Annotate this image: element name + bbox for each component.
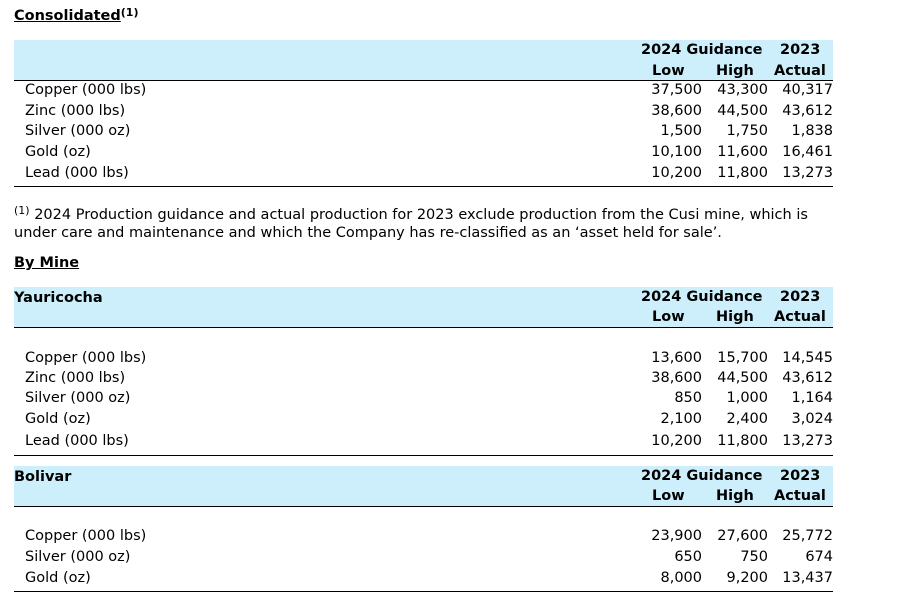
table-row: Lead (000 lbs) 10,200 11,800 13,273 — [14, 165, 833, 185]
table-row: Silver (000 oz) 1,500 1,750 1,838 — [14, 123, 833, 143]
header-guidance: 2024 Guidance — [641, 42, 763, 58]
row-label: Lead (000 lbs) — [25, 165, 129, 181]
value-actual: 14,545 — [782, 350, 833, 366]
header-guidance: 2024 Guidance — [641, 468, 763, 484]
value-low: 2,100 — [660, 411, 702, 427]
table-divider — [14, 186, 833, 187]
value-high: 1,750 — [726, 123, 768, 139]
table-divider — [14, 455, 833, 456]
yauricocha-table: Yauricocha 2024 Guidance 2023 Low High A… — [14, 287, 833, 449]
header-year: 2023 — [780, 289, 821, 305]
value-actual: 13,273 — [782, 433, 833, 449]
value-high: 11,800 — [717, 165, 768, 181]
value-actual: 40,317 — [782, 82, 833, 98]
bolivar-header-band: Bolivar 2024 Guidance 2023 Low High Actu… — [14, 466, 833, 507]
row-label: Silver (000 oz) — [25, 390, 131, 406]
value-high: 15,700 — [717, 350, 768, 366]
consolidated-header-band: 2024 Guidance 2023 Low High Actual — [14, 40, 833, 81]
consolidated-title: Consolidated(1) — [14, 6, 139, 24]
row-label: Silver (000 oz) — [25, 549, 131, 565]
value-high: 27,600 — [717, 528, 768, 544]
value-low: 850 — [674, 390, 702, 406]
row-label: Zinc (000 lbs) — [25, 103, 126, 119]
table-row: Copper (000 lbs) 13,600 15,700 14,545 — [14, 350, 833, 370]
header-high: High — [716, 309, 754, 325]
yauricocha-header-band: Yauricocha 2024 Guidance 2023 Low High A… — [14, 287, 833, 328]
bolivar-table: Bolivar 2024 Guidance 2023 Low High Actu… — [14, 466, 833, 586]
table-row: Lead (000 lbs) 10,200 11,800 13,273 — [14, 433, 833, 453]
header-high: High — [716, 63, 754, 79]
table-row: Zinc (000 lbs) 38,600 44,500 43,612 — [14, 370, 833, 390]
value-high: 750 — [740, 549, 768, 565]
footnote-text: 2024 Production guidance and actual prod… — [14, 207, 808, 241]
value-actual: 13,273 — [782, 165, 833, 181]
consolidated-table: 2024 Guidance 2023 Low High Actual Coppe… — [14, 40, 833, 181]
consolidated-title-text: Consolidated — [14, 8, 121, 24]
by-mine-title: By Mine — [14, 255, 80, 271]
value-low: 650 — [674, 549, 702, 565]
value-high: 9,200 — [726, 570, 768, 586]
value-high: 11,600 — [717, 144, 768, 160]
row-label: Gold (oz) — [25, 144, 91, 160]
value-low: 1,500 — [660, 123, 702, 139]
value-actual: 25,772 — [782, 528, 833, 544]
row-label: Silver (000 oz) — [25, 123, 131, 139]
value-actual: 1,838 — [791, 123, 833, 139]
value-actual: 3,024 — [791, 411, 833, 427]
row-label: Zinc (000 lbs) — [25, 370, 126, 386]
header-low: Low — [652, 309, 685, 325]
table-divider — [14, 591, 833, 592]
table-row: Gold (oz) 2,100 2,400 3,024 — [14, 411, 833, 431]
value-high: 1,000 — [726, 390, 768, 406]
table-row: Gold (oz) 8,000 9,200 13,437 — [14, 570, 833, 590]
header-low: Low — [652, 63, 685, 79]
header-underline — [646, 80, 833, 81]
value-low: 13,600 — [651, 350, 702, 366]
value-low: 38,600 — [651, 103, 702, 119]
row-label: Copper (000 lbs) — [25, 82, 147, 98]
value-actual: 16,461 — [782, 144, 833, 160]
value-low: 23,900 — [651, 528, 702, 544]
value-actual: 1,164 — [791, 390, 833, 406]
table-row: Copper (000 lbs) 37,500 43,300 40,317 — [14, 82, 833, 102]
value-actual: 43,612 — [782, 370, 833, 386]
header-actual: Actual — [774, 309, 826, 325]
row-label: Gold (oz) — [25, 570, 91, 586]
table-row: Copper (000 lbs) 23,900 27,600 25,772 — [14, 528, 833, 548]
value-actual: 43,612 — [782, 103, 833, 119]
footnote-marker: (1) — [14, 204, 30, 217]
row-label: Copper (000 lbs) — [25, 528, 147, 544]
value-low: 10,200 — [651, 165, 702, 181]
mine-name-yauricocha: Yauricocha — [14, 290, 103, 306]
header-year: 2023 — [780, 468, 821, 484]
mine-name-bolivar: Bolivar — [14, 469, 72, 485]
header-actual: Actual — [774, 63, 826, 79]
header-low: Low — [652, 488, 685, 504]
value-low: 38,600 — [651, 370, 702, 386]
value-high: 43,300 — [717, 82, 768, 98]
footnote-ref: (1) — [120, 6, 139, 19]
value-low: 10,200 — [651, 433, 702, 449]
table-row: Silver (000 oz) 850 1,000 1,164 — [14, 390, 833, 410]
header-guidance: 2024 Guidance — [641, 289, 763, 305]
value-actual: 13,437 — [782, 570, 833, 586]
table-row: Silver (000 oz) 650 750 674 — [14, 549, 833, 569]
value-high: 11,800 — [717, 433, 768, 449]
value-low: 10,100 — [651, 144, 702, 160]
value-high: 44,500 — [717, 370, 768, 386]
footnote: (1) 2024 Production guidance and actual … — [14, 202, 834, 242]
value-low: 37,500 — [651, 82, 702, 98]
row-label: Lead (000 lbs) — [25, 433, 129, 449]
value-high: 44,500 — [717, 103, 768, 119]
value-actual: 674 — [805, 549, 833, 565]
table-row: Gold (oz) 10,100 11,600 16,461 — [14, 144, 833, 164]
table-row: Zinc (000 lbs) 38,600 44,500 43,612 — [14, 103, 833, 123]
value-high: 2,400 — [726, 411, 768, 427]
row-label: Copper (000 lbs) — [25, 350, 147, 366]
header-year: 2023 — [780, 42, 821, 58]
row-label: Gold (oz) — [25, 411, 91, 427]
value-low: 8,000 — [660, 570, 702, 586]
header-actual: Actual — [774, 488, 826, 504]
header-high: High — [716, 488, 754, 504]
